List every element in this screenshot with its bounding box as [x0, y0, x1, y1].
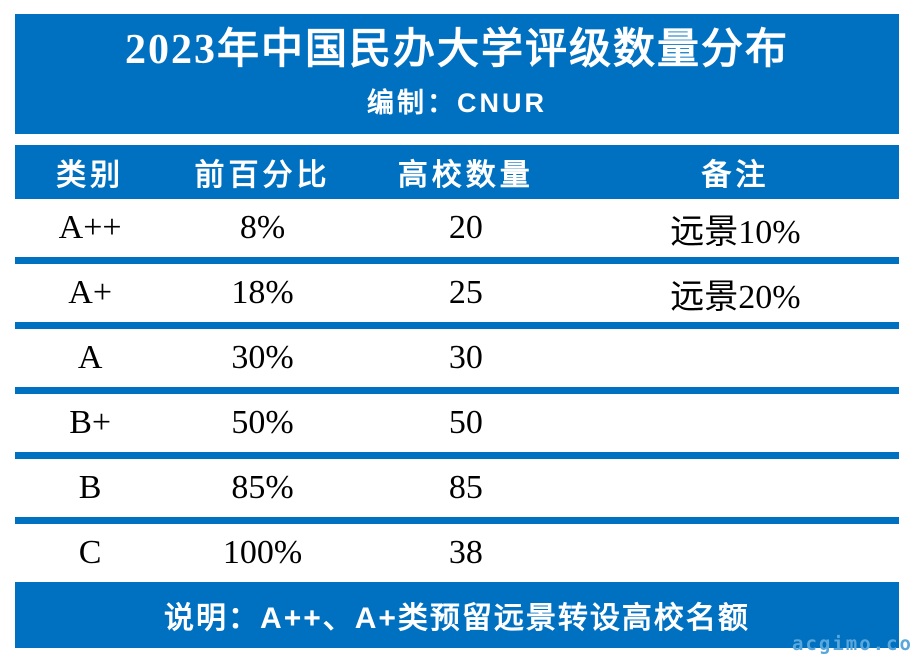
cell-count: 85 [448, 469, 483, 506]
rating-table: 类别 前百分比 高校数量 备注 A++ 8% 20 远景10% A+ 18% 2… [15, 145, 899, 582]
cell-percentile: 50% [231, 404, 294, 441]
table-row: B 85% 85 [15, 459, 899, 524]
table-row: A+ 18% 25 远景20% [15, 264, 899, 329]
cell-count: 30 [448, 339, 483, 376]
cell-percentile: 100% [222, 534, 303, 571]
table-row: C 100% 38 [15, 524, 899, 582]
table-row: A++ 8% 20 远景10% [15, 199, 899, 264]
cell-count: 20 [448, 209, 483, 246]
cell-percentile: 18% [231, 274, 294, 311]
cell-category: C [78, 534, 102, 571]
cell-category: A+ [68, 274, 112, 311]
column-header-count: 高校数量 [397, 159, 534, 192]
cell-count: 38 [448, 534, 483, 571]
column-header-percentile: 前百分比 [194, 159, 331, 192]
cell-category: B [78, 469, 102, 506]
title-banner: 2023年中国民办大学评级数量分布 编制：CNUR [15, 14, 899, 134]
note-banner: 说明：A++、A+类预留远景转设高校名额 acgimo.co [15, 582, 911, 655]
compiled-by-subtitle: 编制：CNUR [367, 87, 547, 118]
cell-percentile: 30% [231, 339, 294, 376]
table-header-row: 类别 前百分比 高校数量 备注 [15, 145, 899, 199]
footer-note: 说明：A++、A+类预留远景转设高校名额 [164, 602, 750, 635]
chart-title: 2023年中国民办大学评级数量分布 [124, 27, 789, 74]
cell-percentile: 85% [231, 469, 294, 506]
cell-remark: 远景20% [670, 278, 801, 316]
cell-remark: 远景10% [670, 213, 801, 251]
cell-category: B+ [69, 404, 112, 441]
table-row: B+ 50% 50 [15, 394, 899, 459]
cell-category: A++ [58, 209, 122, 246]
column-header-category: 类别 [56, 159, 125, 192]
cell-count: 50 [448, 404, 483, 441]
watermark: acgimo.co [792, 633, 913, 655]
cell-percentile: 8% [239, 209, 286, 246]
cell-count: 25 [448, 274, 483, 311]
table-row: A 30% 30 [15, 329, 899, 394]
column-header-remark: 备注 [701, 159, 770, 192]
cell-category: A [77, 339, 103, 376]
